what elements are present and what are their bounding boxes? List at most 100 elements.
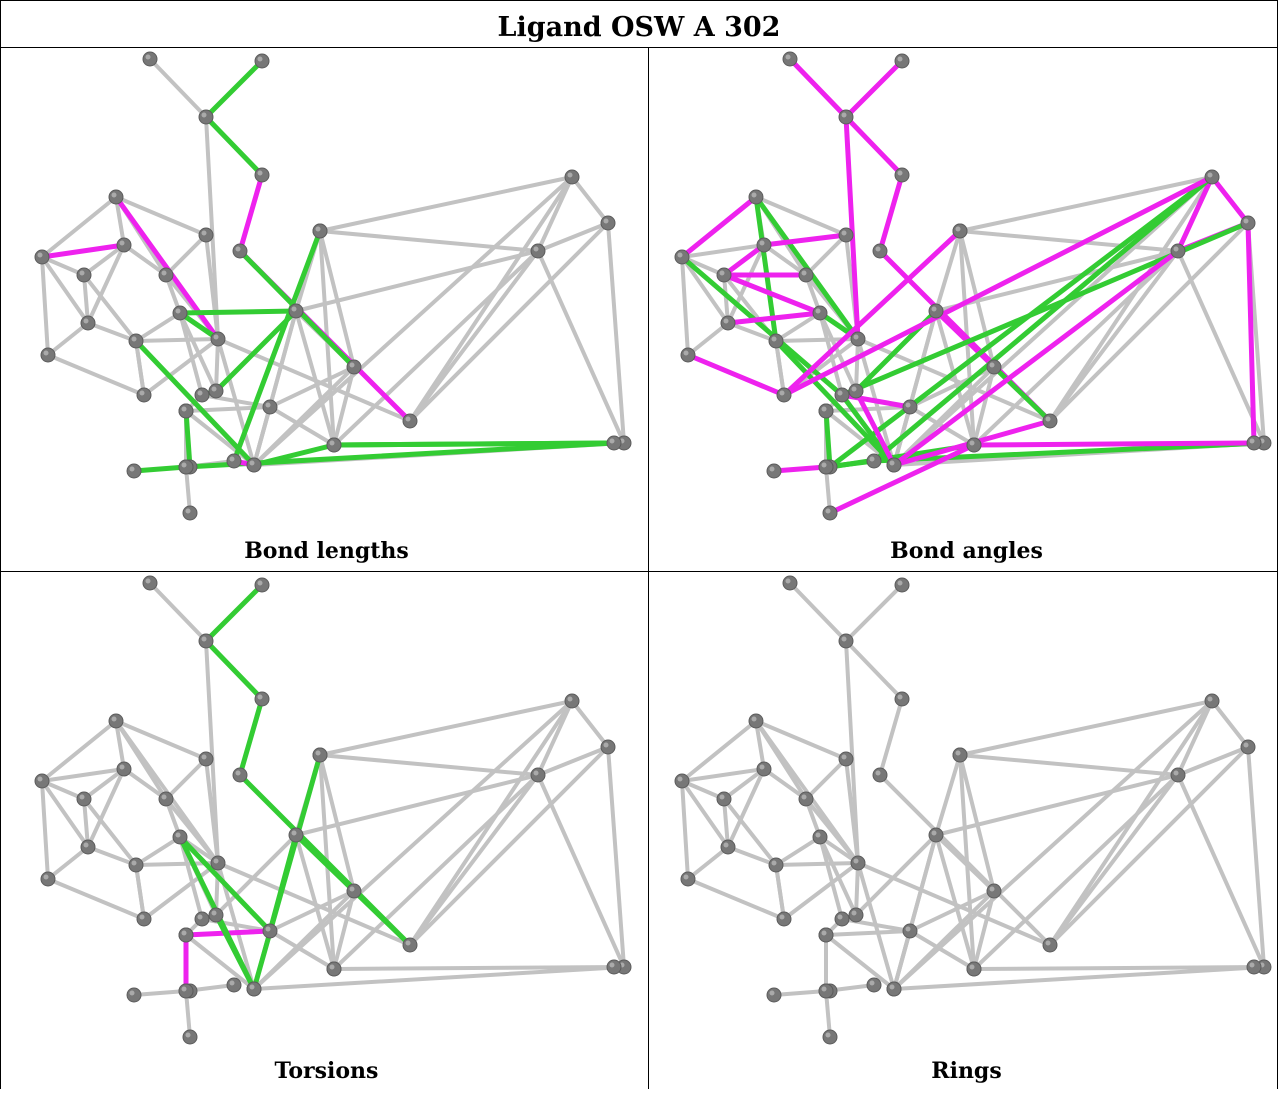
bond-highlight-magenta — [787, 56, 849, 120]
atom-highlight — [785, 54, 791, 60]
atom — [748, 189, 764, 205]
atom-highlight — [769, 990, 775, 996]
atom-highlight — [1045, 940, 1051, 946]
atom-highlight — [785, 578, 791, 584]
atom-highlight — [869, 980, 875, 986]
atom-highlight — [1249, 962, 1255, 968]
atom-highlight — [853, 858, 859, 864]
bond — [908, 929, 976, 971]
atom — [928, 303, 944, 319]
atom-highlight — [111, 716, 117, 722]
atom-highlight — [759, 764, 765, 770]
bond — [788, 581, 848, 643]
atom — [902, 923, 918, 939]
atom — [952, 223, 968, 239]
atom-highlight — [329, 964, 335, 970]
bond — [294, 309, 336, 447]
bond — [148, 57, 208, 119]
bond — [268, 405, 336, 447]
bond — [294, 773, 540, 837]
atom — [872, 767, 888, 783]
atom — [326, 437, 342, 453]
atom-highlight — [181, 462, 187, 468]
bond — [82, 273, 138, 343]
atom — [756, 237, 772, 253]
bond — [204, 757, 220, 865]
atom — [850, 331, 866, 347]
atom-highlight — [841, 754, 847, 760]
atom-highlight — [201, 230, 207, 236]
atom-highlight — [161, 794, 167, 800]
atom — [782, 575, 798, 591]
atom-highlight — [825, 1032, 831, 1038]
bond — [252, 175, 574, 467]
bond — [804, 797, 860, 865]
bond — [252, 365, 356, 467]
bond — [86, 321, 138, 343]
bond — [1048, 745, 1250, 947]
bond — [114, 195, 208, 237]
bond — [774, 861, 860, 867]
atom-highlight — [235, 246, 241, 252]
atom-highlight — [257, 56, 263, 62]
molecule-diagram-bond-lengths — [34, 51, 632, 521]
atom — [838, 227, 854, 243]
atom — [838, 751, 854, 767]
bond — [774, 339, 786, 397]
bond — [892, 699, 1214, 991]
atom-highlight — [989, 362, 995, 368]
atom — [530, 767, 546, 783]
atom — [812, 829, 828, 845]
bond — [252, 965, 626, 991]
atom — [262, 399, 278, 415]
bond — [958, 175, 1214, 233]
bond — [82, 243, 126, 277]
bond — [892, 889, 996, 991]
atom-highlight — [43, 874, 49, 880]
atom-highlight — [955, 750, 961, 756]
bond-highlight-magenta — [725, 310, 823, 326]
atom-highlight — [683, 350, 689, 356]
atom-highlight — [405, 940, 411, 946]
bond — [818, 835, 860, 865]
bond-highlight-green — [131, 464, 189, 474]
atom-highlight — [131, 336, 137, 342]
bond — [164, 797, 220, 865]
atom-highlight — [145, 578, 151, 584]
atom-highlight — [533, 246, 539, 252]
atom — [782, 51, 798, 67]
caption-rings: Rings — [931, 1058, 1002, 1084]
bond — [680, 779, 690, 881]
atom-highlight — [181, 986, 187, 992]
bond-highlight-magenta — [237, 172, 265, 254]
bond — [824, 989, 832, 1039]
bond — [408, 745, 610, 947]
atom-highlight — [229, 456, 235, 462]
bond — [252, 699, 574, 991]
bond — [1176, 745, 1250, 777]
bond — [204, 233, 220, 341]
atom — [178, 927, 194, 943]
atom-highlight — [875, 246, 881, 252]
atom-highlight — [129, 466, 135, 472]
bond — [294, 833, 336, 971]
bond — [774, 311, 822, 343]
atom — [208, 383, 224, 399]
bond — [1210, 699, 1250, 749]
bond-highlight-magenta — [827, 442, 977, 516]
atom — [530, 243, 546, 259]
bond — [818, 835, 844, 921]
bond — [1048, 175, 1214, 423]
atom-highlight — [889, 984, 895, 990]
bond — [114, 719, 208, 761]
atom — [886, 457, 902, 473]
bond — [1048, 699, 1214, 947]
atom — [1246, 959, 1262, 975]
atom — [128, 857, 144, 873]
atom-highlight — [751, 192, 757, 198]
bond — [908, 889, 996, 933]
atom-highlight — [265, 402, 271, 408]
bond — [536, 175, 574, 253]
bond-highlight-magenta — [933, 308, 997, 370]
bond — [606, 221, 626, 445]
